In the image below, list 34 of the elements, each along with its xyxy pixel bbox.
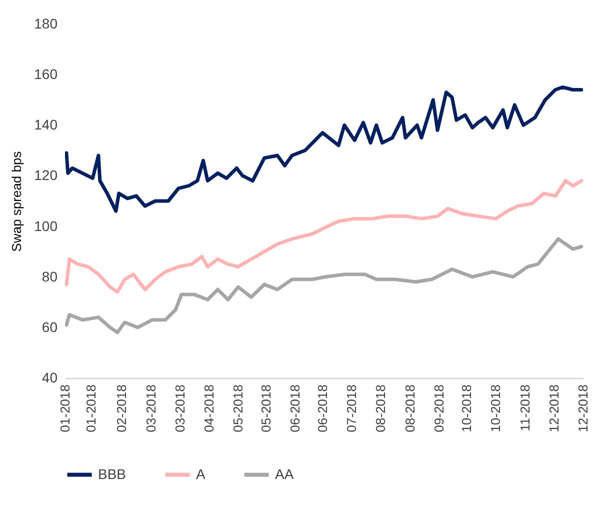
x-tick-label: 09-2018 <box>431 384 446 432</box>
y-tick-label: 180 <box>34 16 58 32</box>
y-axis-title: Swap spread bps <box>9 150 24 252</box>
x-tick-label: 05-2018 <box>230 384 246 432</box>
y-tick-label: 80 <box>42 268 58 284</box>
x-tick-label: 01-2018 <box>84 384 99 432</box>
x-tick-label: 10-2018 <box>488 384 504 432</box>
x-tick-label: 11-2018 <box>517 384 532 432</box>
x-tick-label: 06-2018 <box>315 384 330 432</box>
x-tick-label: 08-2018 <box>402 384 418 432</box>
legend-label: BBB <box>98 466 126 482</box>
line-series <box>65 85 583 213</box>
y-tick-label: 120 <box>34 167 58 184</box>
x-tick-label: 12-2018 <box>576 384 590 432</box>
x-tick-label: 03-2018 <box>143 384 158 432</box>
y-tick-label: 160 <box>34 66 58 82</box>
x-tick-label: 07-2018 <box>344 384 360 432</box>
line-series <box>65 237 583 334</box>
x-tick-label: 08-2018 <box>373 384 388 432</box>
x-tick-label: 05-2018 <box>258 384 274 432</box>
y-tick-label: 60 <box>42 318 58 335</box>
x-tick-label: 01-2018 <box>58 384 72 432</box>
x-tick-label: 12-2018 <box>546 384 562 432</box>
line-series <box>65 179 583 294</box>
y-tick-label: 100 <box>34 218 58 234</box>
x-tick-label: 06-2018 <box>287 384 302 432</box>
legend-label: A <box>196 466 206 482</box>
x-tick-label: 10-2018 <box>459 384 474 432</box>
x-tick-label: 04-2018 <box>202 384 217 432</box>
x-tick-label: 03-2018 <box>172 384 188 432</box>
x-tick-label: 02-2018 <box>114 384 130 432</box>
y-tick-label: 40 <box>42 370 58 386</box>
y-tick-label: 140 <box>34 116 58 133</box>
legend-label: AA <box>275 466 294 482</box>
